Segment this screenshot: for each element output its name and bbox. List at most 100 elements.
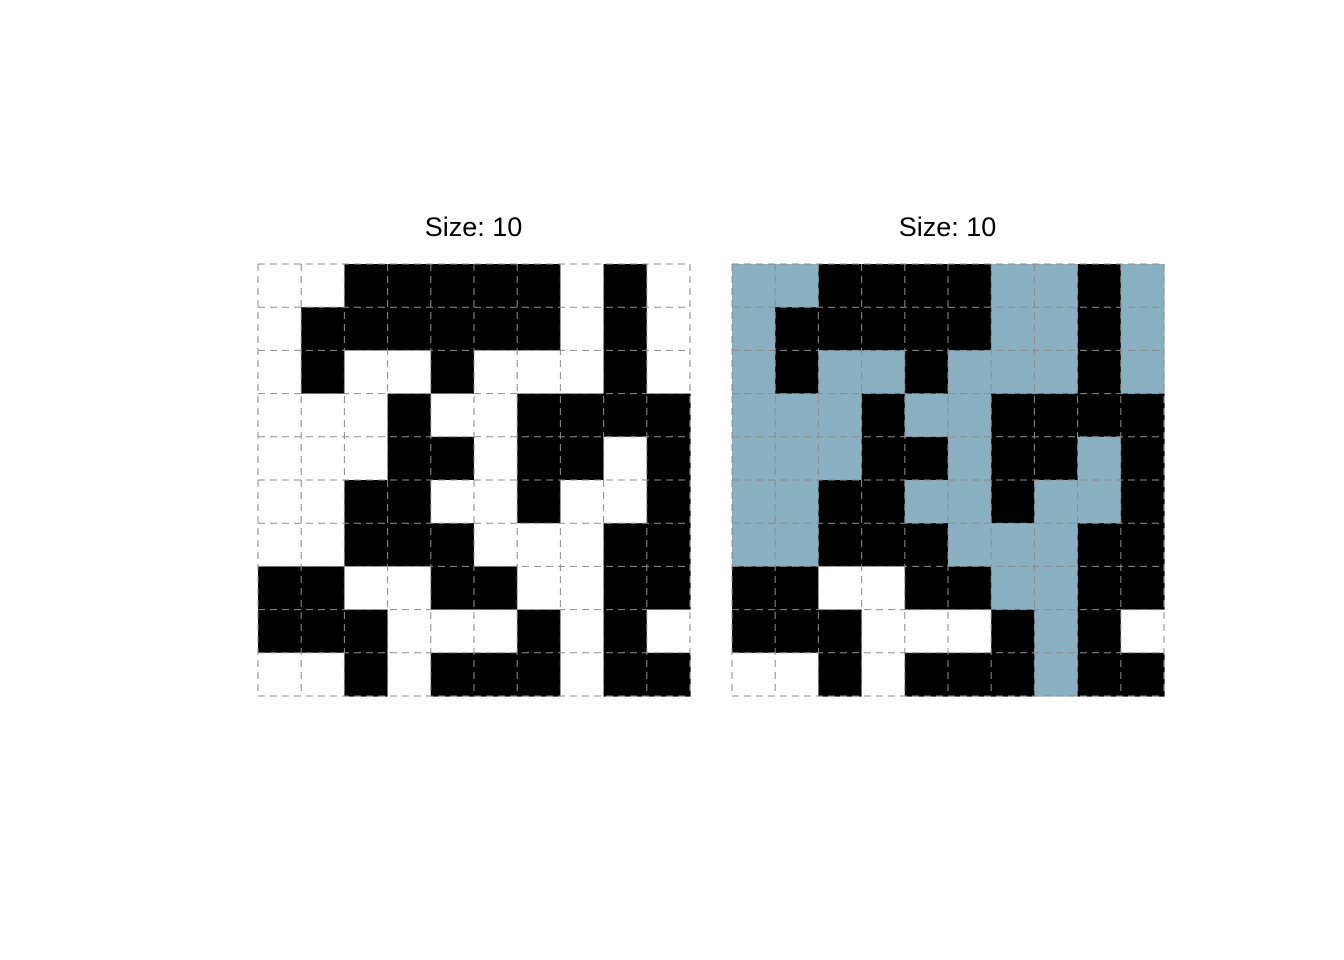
blocked-cell <box>560 393 605 438</box>
filled-cell <box>991 307 1035 351</box>
open-cell <box>560 480 605 524</box>
open-cell <box>344 566 389 611</box>
open-cell <box>301 436 345 481</box>
filled-cell <box>1034 350 1079 395</box>
filled-cell <box>732 393 776 438</box>
blocked-cell <box>861 264 906 308</box>
blocked-cell <box>387 523 432 567</box>
open-cell <box>948 609 992 654</box>
filled-cell <box>948 523 992 567</box>
open-cell <box>646 307 691 351</box>
blocked-cell <box>904 523 949 567</box>
open-cell <box>301 523 345 567</box>
blocked-cell <box>603 307 648 351</box>
blocked-cell <box>904 350 949 395</box>
open-cell <box>474 393 518 438</box>
filled-cell <box>1034 264 1079 308</box>
blocked-cell <box>1077 393 1122 438</box>
blocked-cell <box>861 523 906 567</box>
blocked-cell <box>603 609 648 654</box>
blocked-cell <box>344 523 389 567</box>
blocked-cell <box>991 609 1035 654</box>
filled-cell <box>1120 350 1165 395</box>
blocked-cell <box>775 307 819 351</box>
blocked-cell <box>1120 652 1165 697</box>
blocked-cell <box>430 264 475 308</box>
open-cell <box>474 436 518 481</box>
blocked-cell <box>344 264 389 308</box>
blocked-cell <box>517 264 561 308</box>
filled-cell <box>1120 307 1165 351</box>
open-cell <box>517 566 561 611</box>
blocked-cell <box>603 350 648 395</box>
blocked-cell <box>387 436 432 481</box>
open-cell <box>258 264 302 308</box>
blocked-cell <box>517 393 561 438</box>
filled-cell <box>948 350 992 395</box>
blocked-cell <box>1077 523 1122 567</box>
blocked-cell <box>387 264 432 308</box>
open-cell <box>818 566 863 611</box>
open-cell <box>560 264 605 308</box>
blocked-cell <box>775 609 819 654</box>
blocked-cell <box>517 307 561 351</box>
open-cell <box>258 350 302 395</box>
blocked-cell <box>904 264 949 308</box>
open-cell <box>646 264 691 308</box>
filled-cell <box>732 480 776 524</box>
filled-cell <box>991 523 1035 567</box>
open-cell <box>646 609 691 654</box>
filled-cell <box>1077 480 1122 524</box>
open-cell <box>387 350 432 395</box>
blocked-cell <box>861 480 906 524</box>
blocked-cell <box>818 307 863 351</box>
blocked-cell <box>603 523 648 567</box>
filled-cell <box>1034 523 1079 567</box>
blocked-cell <box>1120 393 1165 438</box>
filled-cell <box>1077 436 1122 481</box>
blocked-cell <box>646 566 691 611</box>
blocked-cell <box>474 566 518 611</box>
blocked-cell <box>1120 566 1165 611</box>
blocked-cell <box>603 393 648 438</box>
blocked-cell <box>1034 436 1079 481</box>
blocked-cell <box>430 566 475 611</box>
blocked-cell <box>818 480 863 524</box>
blocked-cell <box>603 566 648 611</box>
blocked-cell <box>430 307 475 351</box>
blocked-cell <box>861 393 906 438</box>
blocked-cell <box>344 609 389 654</box>
blocked-cell <box>818 523 863 567</box>
blocked-cell <box>991 393 1035 438</box>
blocked-cell <box>474 307 518 351</box>
filled-cell <box>818 393 863 438</box>
filled-cell <box>1034 609 1079 654</box>
open-cell <box>430 480 475 524</box>
blocked-cell <box>948 264 992 308</box>
open-cell <box>904 609 949 654</box>
open-cell <box>344 436 389 481</box>
open-cell <box>732 652 776 697</box>
panel-right: Size: 10 <box>731 212 1165 697</box>
blocked-cell <box>948 566 992 611</box>
blocked-cell <box>560 436 605 481</box>
open-cell <box>258 307 302 351</box>
open-cell <box>560 350 605 395</box>
filled-cell <box>948 393 992 438</box>
open-cell <box>301 652 345 697</box>
filled-cell <box>775 436 819 481</box>
blocked-cell <box>1120 480 1165 524</box>
open-cell <box>560 523 605 567</box>
open-cell <box>861 609 906 654</box>
blocked-cell <box>603 652 648 697</box>
filled-cell <box>948 480 992 524</box>
filled-cell <box>904 480 949 524</box>
blocked-cell <box>301 566 345 611</box>
blocked-cell <box>1077 566 1122 611</box>
blocked-cell <box>344 652 389 697</box>
filled-cell <box>1034 480 1079 524</box>
blocked-cell <box>301 350 345 395</box>
blocked-cell <box>1077 264 1122 308</box>
open-cell <box>517 350 561 395</box>
blocked-cell <box>732 609 776 654</box>
